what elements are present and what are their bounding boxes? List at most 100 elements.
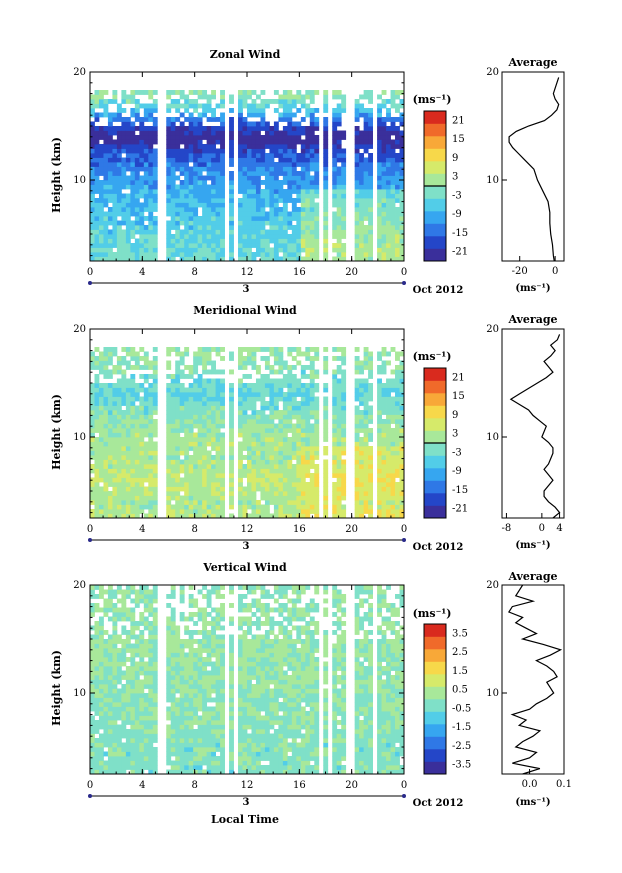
heatmap-cell <box>291 504 297 510</box>
heatmap-cell <box>107 198 113 203</box>
heatmap-cell <box>264 180 270 185</box>
heatmap-cell <box>166 697 172 703</box>
heatmap-cell <box>184 135 190 140</box>
heatmap-cell <box>134 724 140 730</box>
heatmap-cell <box>287 455 293 460</box>
heatmap-cell <box>220 103 225 109</box>
heatmap-cell <box>251 256 257 262</box>
heatmap-cell <box>242 99 248 104</box>
heatmap-cell <box>121 148 127 154</box>
heatmap-cell <box>255 414 261 420</box>
heatmap-cell <box>107 193 113 199</box>
heatmap-cell <box>148 468 154 474</box>
heatmap-cell <box>130 509 136 514</box>
heatmap-cell <box>305 486 311 492</box>
heatmap-cell <box>148 162 154 167</box>
heatmap-cell <box>395 356 400 361</box>
heatmap-cell <box>278 450 284 456</box>
heatmap-cell <box>314 108 320 113</box>
heatmap-cell <box>143 419 149 424</box>
heatmap-cell <box>305 130 311 136</box>
heatmap-cell <box>211 414 216 420</box>
heatmap-cell <box>291 198 297 203</box>
heatmap-cell <box>143 401 149 406</box>
heatmap-cell <box>381 446 387 451</box>
heatmap-cell <box>260 238 266 244</box>
heatmap-cell <box>112 639 118 644</box>
heatmap-cell <box>255 446 261 451</box>
heatmap-cell <box>103 108 109 113</box>
heatmap-cell <box>130 229 136 235</box>
heatmap-cell <box>98 607 104 613</box>
heatmap-cell <box>166 738 172 743</box>
heatmap-cell <box>278 162 284 167</box>
heatmap-cell <box>130 419 136 424</box>
heatmap-cell <box>238 428 243 433</box>
heatmap-cell <box>143 670 149 676</box>
heatmap-cell <box>368 211 373 217</box>
heatmap-cell <box>125 729 131 734</box>
heatmap-cell <box>152 643 158 649</box>
heatmap-cell <box>188 90 194 95</box>
heatmap-cell <box>381 103 387 109</box>
zonal-day-label: 3 <box>243 284 250 295</box>
heatmap-cell <box>269 157 275 163</box>
heatmap-cell <box>94 765 100 770</box>
heatmap-cell <box>139 193 145 199</box>
heatmap-cell <box>305 351 311 357</box>
heatmap-cell <box>107 419 113 424</box>
heatmap-cell <box>332 175 338 181</box>
heatmap-cell <box>354 229 360 235</box>
heatmap-cell <box>139 634 145 640</box>
heatmap-cell <box>197 437 203 442</box>
heatmap-cell <box>282 374 288 379</box>
heatmap-cell <box>175 423 181 429</box>
heatmap-cell <box>170 121 176 127</box>
heatmap-cell <box>354 392 360 397</box>
heatmap-cell <box>314 401 320 406</box>
heatmap-cell <box>148 504 154 510</box>
heatmap-cell <box>255 365 261 370</box>
heatmap-cell <box>148 670 154 676</box>
heatmap-cell <box>242 387 248 393</box>
heatmap-cell <box>323 148 329 154</box>
heatmap-cell <box>107 166 113 172</box>
heatmap-cell <box>341 392 347 397</box>
heatmap-cell <box>125 117 131 122</box>
heatmap-cell <box>282 482 288 487</box>
heatmap-cell <box>148 428 154 433</box>
heatmap-cell <box>121 234 127 239</box>
heatmap-cell <box>273 121 279 127</box>
heatmap-cell <box>359 414 365 420</box>
heatmap-cell <box>390 387 396 393</box>
heatmap-cell <box>134 666 140 671</box>
heatmap-cell <box>300 410 306 415</box>
heatmap-cell <box>247 432 252 438</box>
heatmap-cell <box>116 238 122 244</box>
heatmap-cell <box>332 423 338 429</box>
heatmap-cell <box>116 639 122 644</box>
heatmap-cell <box>300 211 306 217</box>
meridional-wind-title: Meridional Wind <box>193 304 297 317</box>
heatmap-cell <box>130 211 136 217</box>
heatmap-cell <box>166 351 172 357</box>
heatmap-cell <box>242 135 248 140</box>
heatmap-cell <box>269 486 275 492</box>
heatmap-cell <box>341 477 347 483</box>
heatmap-cell <box>175 135 181 140</box>
heatmap-cell <box>323 189 329 194</box>
heatmap-cell <box>148 135 154 140</box>
heatmap-cell <box>332 211 338 217</box>
heatmap-cell <box>98 733 104 739</box>
heatmap-cell <box>282 486 288 492</box>
heatmap-cell <box>251 360 257 366</box>
heatmap-cell <box>368 108 373 113</box>
heatmap-cell <box>143 477 149 483</box>
heatmap-cell <box>323 504 329 510</box>
heatmap-cell <box>130 432 136 438</box>
heatmap-cell <box>336 256 342 262</box>
heatmap-cell <box>179 207 185 212</box>
heatmap-cell <box>184 491 190 496</box>
heatmap-cell <box>134 157 140 163</box>
heatmap-cell <box>238 175 243 181</box>
